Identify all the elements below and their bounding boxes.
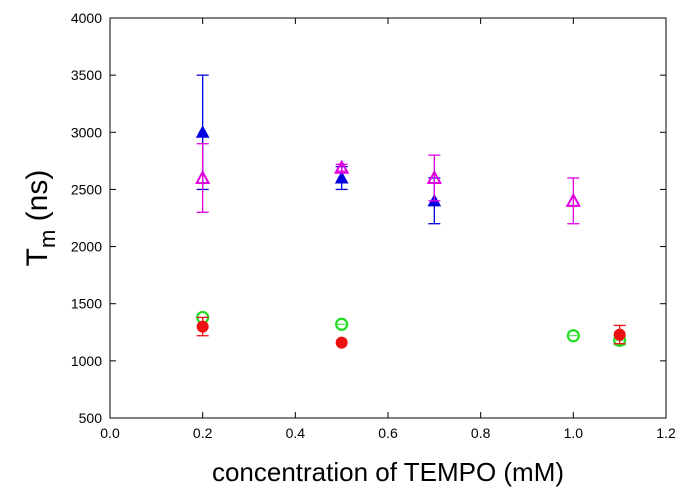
y-axis-title: Tm (ns) (21, 170, 60, 267)
x-tick-label: 0.4 (286, 425, 306, 441)
data-point (333, 159, 350, 174)
data-point (334, 170, 349, 184)
y-tick-label: 3500 (71, 67, 102, 83)
data-point (194, 169, 211, 184)
series-4 (196, 316, 626, 349)
series-2 (194, 143, 582, 225)
y-axis: 500 1000 1500 2000 2500 3000 3500 4000 (71, 10, 666, 426)
y-tick-label: 3000 (71, 124, 102, 140)
plot-frame (109, 17, 667, 419)
y-tick-label: 500 (79, 410, 103, 426)
x-tick-label: 0.8 (471, 425, 491, 441)
y-axis-title-main: T (21, 248, 54, 266)
y-tick-label: 1500 (71, 296, 102, 312)
x-axis: 0.0 0.2 0.4 0.6 0.8 1.0 1.2 (100, 18, 676, 441)
x-tick-label: 0.6 (378, 425, 398, 441)
y-axis-title-subscript: m (35, 230, 60, 248)
data-point (613, 328, 626, 341)
data-point (565, 192, 582, 207)
x-tick-label: 1.0 (564, 425, 584, 441)
x-tick-label: 0.2 (193, 425, 213, 441)
data-point (566, 329, 580, 343)
svg-text:Tm (ns): Tm (ns) (21, 170, 60, 267)
y-tick-label: 1000 (71, 353, 102, 369)
series-1 (195, 74, 442, 225)
x-axis-title: concentration of TEMPO (mM) (212, 457, 564, 487)
data-point (195, 125, 210, 138)
y-axis-title-unit: (ns) (21, 170, 54, 230)
data-points (194, 74, 627, 349)
data-point (335, 317, 349, 331)
data-point (426, 169, 443, 184)
y-tick-label: 2000 (71, 239, 102, 255)
data-point (196, 320, 209, 333)
y-tick-label: 2500 (71, 181, 102, 197)
x-tick-label: 0.0 (100, 425, 120, 441)
series-3 (196, 310, 627, 347)
data-point (335, 336, 348, 349)
y-tick-label: 4000 (71, 10, 102, 26)
x-tick-label: 1.2 (656, 425, 676, 441)
